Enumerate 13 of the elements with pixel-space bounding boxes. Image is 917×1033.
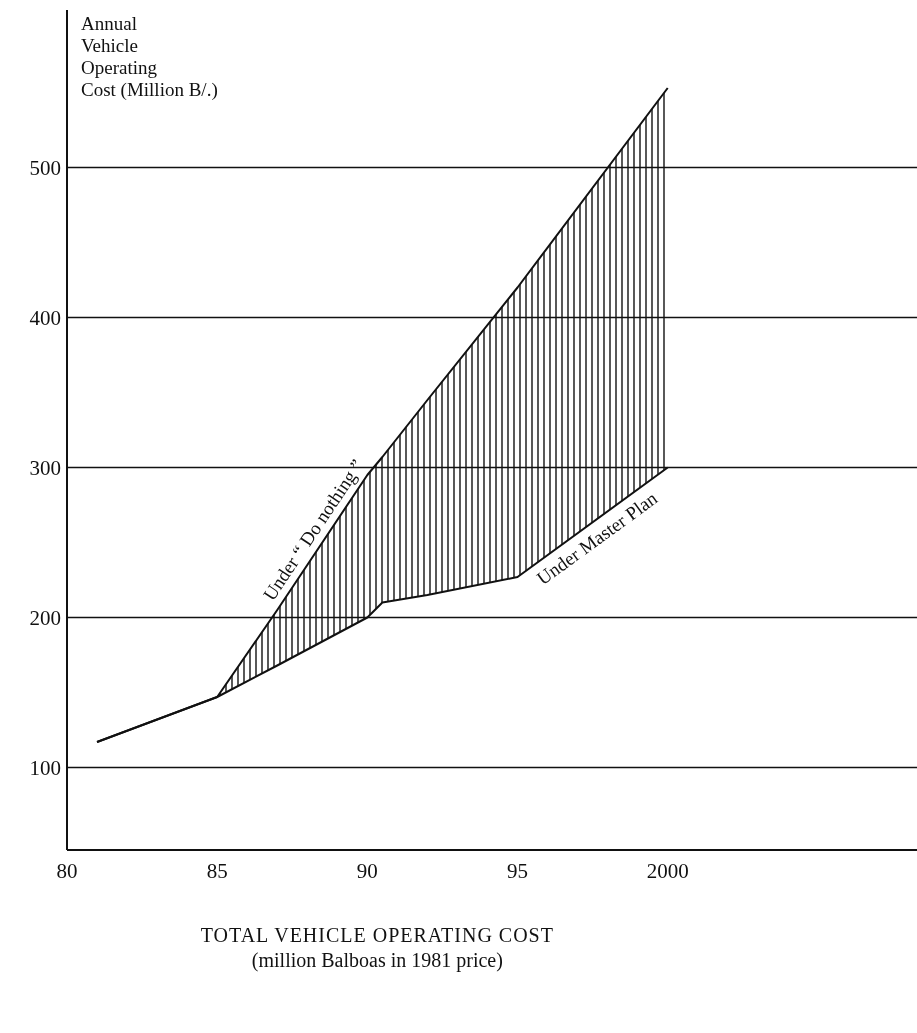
y-tick-label: 100	[29, 755, 61, 780]
y-tick-label: 300	[29, 455, 61, 480]
y-tick-label: 500	[29, 155, 61, 180]
y-tick-label: 200	[29, 605, 61, 630]
x-tick-label: 80	[56, 859, 78, 883]
x-tick-label: 95	[507, 859, 529, 883]
text: (million Balboas in 1981 price)	[251, 949, 503, 972]
x-axis-title: TOTAL VEHICLE OPERATING COST	[200, 924, 554, 946]
y-axis-title: Annual Vehicle Operating Cost (Million B/.)	[81, 13, 218, 101]
x-tick-label: 2000	[646, 859, 689, 883]
y-tick-label: 400	[29, 305, 61, 330]
x-tick-label: 90	[356, 859, 378, 883]
x-tick-label: 85	[206, 859, 228, 883]
